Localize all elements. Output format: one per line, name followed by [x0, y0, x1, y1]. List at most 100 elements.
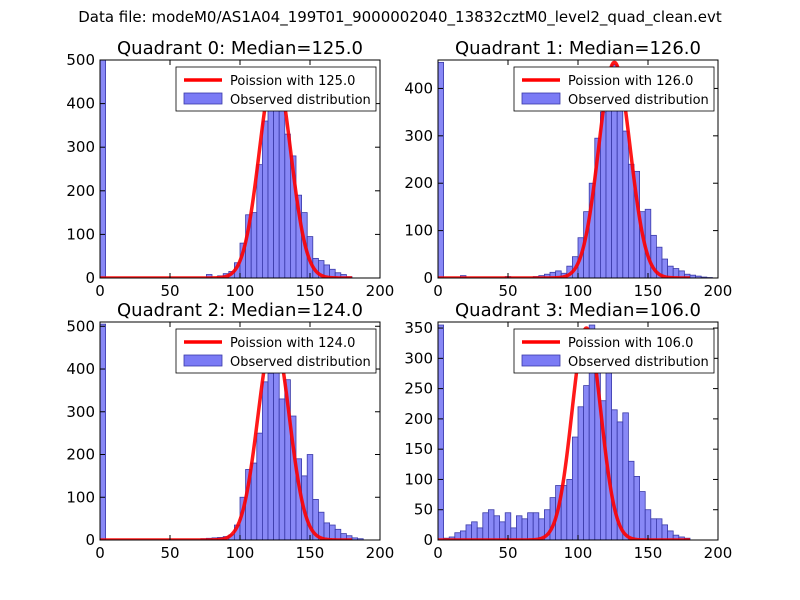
- y-tick-label: 500: [66, 317, 95, 335]
- histogram-bar: [622, 130, 629, 278]
- histogram-bar: [482, 512, 489, 540]
- histogram-bar: [572, 436, 579, 540]
- x-tick-label: 150: [634, 544, 663, 562]
- histogram-bar: [250, 212, 258, 278]
- poisson-fit-line: [100, 66, 354, 278]
- y-tick-label: 100: [404, 222, 433, 240]
- y-tick-label: 0: [423, 269, 433, 287]
- x-tick-label: 50: [160, 544, 179, 562]
- y-tick-label: 50: [414, 501, 433, 519]
- y-tick-label: 300: [66, 138, 95, 156]
- y-tick-label: 0: [423, 531, 433, 549]
- legend-box: [513, 66, 715, 112]
- histogram-bar: [566, 479, 573, 540]
- x-tick-label: 0: [95, 544, 105, 562]
- legend: Poission with 126.0 Observed distribution: [513, 66, 715, 112]
- panel-title: Quadrant 2: Median=124.0: [117, 300, 363, 321]
- panel-title: Quadrant 1: Median=126.0: [455, 38, 701, 59]
- x-tick-label: 50: [498, 282, 517, 300]
- histogram-bar: [510, 527, 517, 540]
- legend-label-fit: Poission with 106.0: [568, 336, 693, 351]
- histogram-bar: [622, 412, 629, 540]
- x-tick-label: 100: [564, 282, 593, 300]
- histogram-bar: [261, 120, 269, 278]
- y-tick-label: 350: [404, 319, 433, 337]
- x-tick-label: 150: [296, 544, 325, 562]
- x-tick-label: 150: [634, 282, 663, 300]
- y-tick-label: 300: [404, 127, 433, 145]
- histogram-bar: [633, 476, 640, 540]
- panel-quadrant-1: 0 50 100 150 200 0 100 200 300 400 Quadrant 1: Med…: [404, 38, 732, 300]
- legend-label-observed: Observed distribution: [568, 93, 709, 108]
- x-tick-label: 200: [704, 282, 733, 300]
- y-tick-label: 200: [66, 446, 95, 464]
- histogram-bar: [605, 99, 612, 278]
- histogram-bar: [267, 107, 274, 278]
- poisson-fit-line: [100, 333, 354, 540]
- y-tick-label: 400: [66, 95, 95, 113]
- histogram-bar: [438, 324, 444, 540]
- histogram-bar: [250, 462, 258, 540]
- histogram-bar: [487, 509, 495, 540]
- legend-label-observed: Observed distribution: [568, 355, 709, 370]
- histogram-bar: [499, 521, 506, 540]
- panel-title: Quadrant 3: Median=106.0: [455, 300, 701, 321]
- histogram-bar: [471, 521, 478, 540]
- x-tick-label: 100: [564, 544, 593, 562]
- histogram-bar: [656, 518, 663, 540]
- legend-patch-swatch: [521, 92, 561, 105]
- y-tick-label: 100: [404, 470, 433, 488]
- legend: Poission with 106.0 Observed distribution: [513, 328, 715, 374]
- histogram-bar: [628, 460, 635, 540]
- histogram-bar: [661, 524, 668, 540]
- y-tick-label: 200: [404, 410, 433, 428]
- y-tick-label: 250: [404, 380, 433, 398]
- histogram-bar: [493, 515, 500, 540]
- histogram-bar: [521, 518, 528, 540]
- histogram-bar: [278, 398, 286, 540]
- histogram-bar: [616, 88, 624, 278]
- panel-quadrant-2: 0 50 100 150 200 0 100 200 300 400 500 Quadrant 2: …: [66, 300, 394, 562]
- legend-label-fit: Poission with 124.0: [230, 336, 355, 351]
- figure-title: Data file: modeM0/AS1A04_199T01_90000020…: [78, 8, 722, 26]
- histogram-bar: [100, 323, 106, 540]
- histogram-bar: [256, 432, 263, 540]
- legend-patch-swatch: [521, 354, 561, 367]
- x-tick-label: 100: [226, 544, 255, 562]
- panel-quadrant-0: 0 50 100 150 200 0 100 200 300 400 500 Quadrant 0: …: [66, 38, 394, 300]
- histogram-bar: [465, 524, 472, 540]
- x-tick-label: 50: [160, 282, 179, 300]
- y-tick-label: 400: [404, 79, 433, 97]
- legend-label-fit: Poission with 126.0: [568, 74, 693, 89]
- y-tick-label: 0: [85, 531, 95, 549]
- x-tick-label: 150: [296, 282, 325, 300]
- histogram-bar: [261, 381, 269, 540]
- histogram-bar: [100, 60, 106, 278]
- x-tick-label: 200: [366, 282, 395, 300]
- legend-label-observed: Observed distribution: [230, 93, 371, 108]
- y-tick-label: 300: [66, 403, 95, 421]
- legend-patch-swatch: [183, 354, 223, 367]
- x-tick-label: 200: [704, 544, 733, 562]
- x-tick-label: 0: [433, 544, 443, 562]
- x-tick-label: 100: [226, 282, 255, 300]
- poisson-fit-line: [438, 60, 692, 278]
- legend-label-fit: Poission with 125.0: [230, 74, 355, 89]
- histogram-bar: [278, 98, 286, 278]
- legend: Poission with 124.0 Observed distribution: [175, 328, 377, 374]
- legend-patch-swatch: [183, 92, 223, 105]
- histogram-bar: [329, 524, 336, 540]
- histogram-bar: [504, 512, 512, 540]
- histogram-bar: [256, 164, 263, 278]
- legend-label-observed: Observed distribution: [230, 355, 371, 370]
- x-tick-label: 50: [498, 544, 517, 562]
- y-tick-label: 200: [66, 182, 95, 200]
- histogram-bar: [650, 518, 657, 540]
- y-tick-label: 300: [404, 349, 433, 367]
- y-tick-label: 400: [66, 360, 95, 378]
- legend: Poission with 125.0 Observed distribution: [175, 66, 377, 112]
- y-tick-label: 0: [85, 269, 95, 287]
- histogram-bar: [357, 538, 364, 540]
- y-tick-label: 100: [66, 488, 95, 506]
